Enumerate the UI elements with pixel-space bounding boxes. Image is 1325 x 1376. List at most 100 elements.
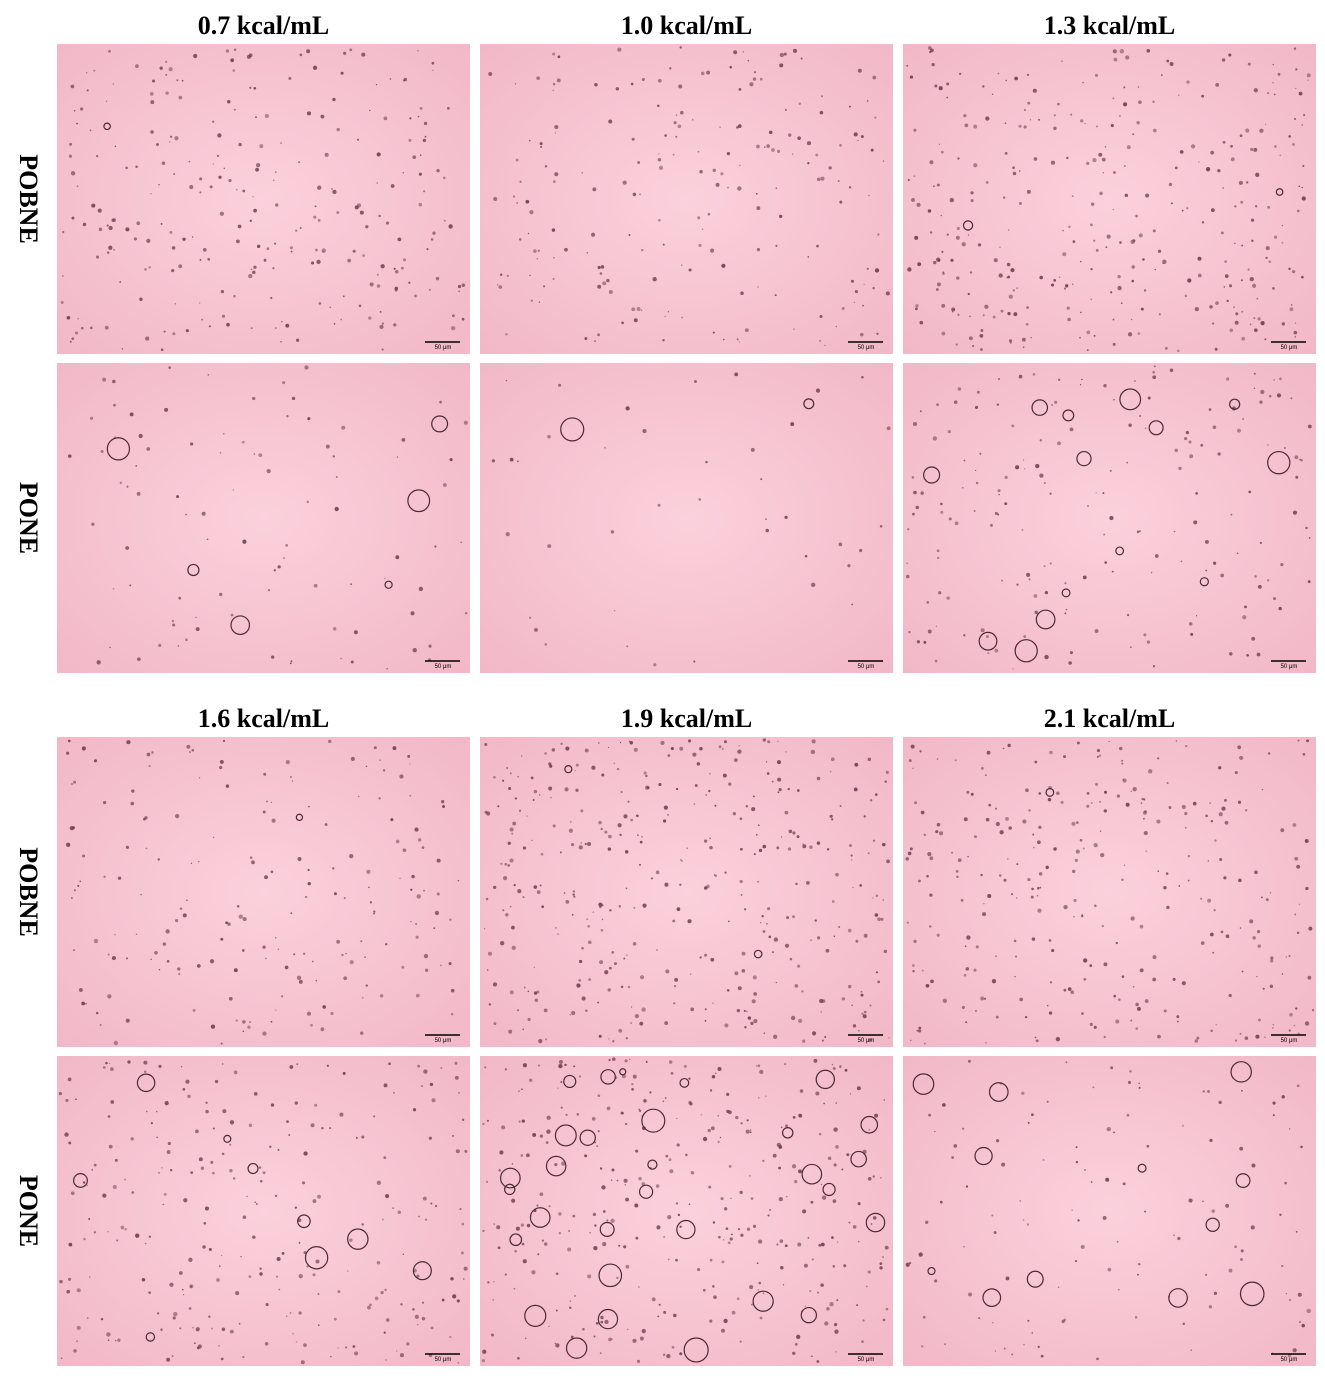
particle [850, 854, 853, 857]
particle [525, 199, 530, 204]
particle [233, 108, 236, 111]
particle [855, 939, 859, 943]
particle [158, 1172, 160, 1174]
particle [526, 1223, 531, 1228]
particle [737, 1228, 741, 1231]
particle [907, 851, 912, 856]
particle [727, 1241, 731, 1245]
particle [1070, 990, 1075, 995]
particle [969, 271, 973, 274]
particle [1001, 1162, 1006, 1167]
particle [202, 247, 207, 252]
particle [336, 127, 340, 132]
particle [68, 1242, 73, 1247]
particle [883, 949, 888, 954]
particle [1046, 1004, 1049, 1007]
particle [546, 1115, 551, 1120]
particle [936, 758, 939, 760]
particle [1104, 561, 1108, 564]
particle [1113, 57, 1118, 62]
particle [719, 1136, 722, 1139]
particle [690, 1007, 694, 1012]
particle [1254, 328, 1258, 333]
particle [736, 1008, 741, 1013]
particle [772, 1153, 777, 1158]
particle [274, 327, 277, 330]
particle [831, 818, 834, 821]
particle [181, 79, 184, 82]
particle [1298, 185, 1301, 188]
particle [1016, 863, 1019, 866]
particle [844, 1068, 848, 1072]
particle [666, 813, 670, 816]
particle [916, 640, 920, 644]
particle [303, 952, 306, 955]
particle [1166, 905, 1170, 910]
particle [730, 1197, 732, 1200]
particle [982, 912, 987, 917]
particle [320, 1027, 325, 1032]
particle [975, 469, 977, 472]
particle [752, 975, 757, 980]
particle [1048, 1011, 1053, 1015]
particle [552, 83, 556, 86]
particle [595, 1321, 599, 1325]
particle [710, 957, 715, 962]
particle [1274, 145, 1277, 148]
particle [658, 165, 664, 170]
particle [1003, 878, 1007, 882]
particle [679, 859, 682, 861]
particle [428, 644, 432, 648]
particle [73, 109, 76, 112]
particle [610, 1218, 615, 1224]
particle [888, 1037, 890, 1039]
particle [1294, 856, 1299, 861]
particle [522, 1259, 527, 1264]
particle [594, 340, 596, 342]
particle [423, 121, 428, 126]
particle [360, 1031, 364, 1035]
particle [290, 660, 293, 663]
particle [620, 985, 624, 989]
particle [113, 403, 116, 407]
particle [980, 873, 983, 877]
particle [1130, 1019, 1133, 1022]
droplet [1239, 1281, 1265, 1307]
particle [604, 830, 608, 834]
particle [160, 1328, 163, 1331]
particle [918, 1252, 923, 1257]
particle [1208, 408, 1212, 411]
particle [145, 1110, 148, 1113]
particle [1246, 181, 1249, 184]
particle [241, 440, 245, 444]
particle [517, 888, 522, 894]
particle [536, 890, 541, 895]
particle [1204, 539, 1209, 544]
particle [862, 304, 864, 307]
particle [1166, 782, 1169, 785]
particle [956, 226, 960, 231]
particle [796, 1334, 801, 1340]
particle [633, 318, 638, 323]
particle [1039, 473, 1044, 478]
particle [1112, 97, 1115, 100]
particle [75, 1098, 77, 1101]
particle [752, 1224, 757, 1228]
particle [1037, 1345, 1040, 1349]
particle [616, 1276, 619, 1280]
particle [423, 190, 426, 193]
particle [938, 86, 943, 91]
particle [721, 1260, 725, 1264]
particle [563, 892, 566, 894]
particle [578, 979, 582, 982]
particle [509, 772, 512, 775]
particle [927, 629, 932, 634]
particle [739, 817, 743, 821]
particle [73, 949, 75, 951]
particle [1239, 134, 1243, 138]
particle [1139, 924, 1144, 929]
particle [1294, 117, 1297, 121]
particle [876, 332, 879, 335]
particle [955, 870, 959, 873]
particle [565, 746, 570, 751]
